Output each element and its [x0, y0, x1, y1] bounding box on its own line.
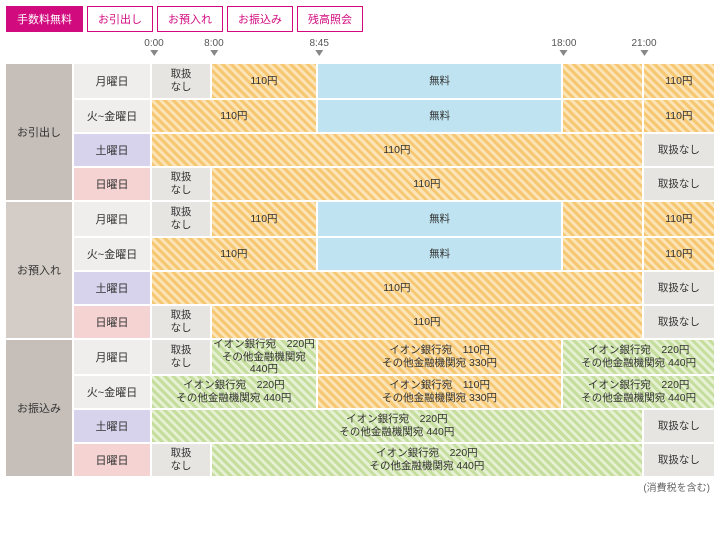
fee-segment: イオン銀行宛 220円 その他金融機関宛 440円 — [152, 410, 644, 442]
day-label: 月曜日 — [74, 202, 152, 236]
schedule-row: 土曜日イオン銀行宛 220円 その他金融機関宛 440円取扱なし — [74, 408, 714, 442]
bars: 取扱 なし110円無料110円 — [152, 202, 714, 236]
tab-4[interactable]: 残高照会 — [297, 6, 363, 32]
section-0: お引出し月曜日取扱 なし110円無料110円火~金曜日110円無料110円土曜日… — [6, 62, 714, 200]
fee-segment: 110円 — [644, 202, 714, 236]
section-2: お振込み月曜日取扱 なしイオン銀行宛 220円 その他金融機関宛 440円イオン… — [6, 338, 714, 476]
fee-segment: 取扱 なし — [152, 64, 212, 98]
fee-segment: 110円 — [644, 238, 714, 270]
fee-segment: イオン銀行宛 110円 その他金融機関宛 330円 — [318, 376, 564, 408]
bars: イオン銀行宛 220円 その他金融機関宛 440円イオン銀行宛 110円 その他… — [152, 376, 714, 408]
day-label: 土曜日 — [74, 272, 152, 304]
fee-segment: 取扱 なし — [152, 340, 212, 374]
fee-segment: イオン銀行宛 220円 その他金融機関宛 440円 — [563, 376, 714, 408]
tab-2[interactable]: お預入れ — [157, 6, 223, 32]
schedule-row: 火~金曜日110円無料110円 — [74, 98, 714, 132]
tab-0[interactable]: 手数料無料 — [6, 6, 83, 32]
bars: 取扱 なし110円取扱なし — [152, 168, 714, 200]
fee-segment: 取扱なし — [644, 410, 714, 442]
section-label: お振込み — [6, 340, 74, 476]
day-label: 日曜日 — [74, 444, 152, 476]
fee-segment: 取扱 なし — [152, 444, 212, 476]
section-label: お預入れ — [6, 202, 74, 338]
fee-segment: 取扱 なし — [152, 306, 212, 338]
fee-segment: 無料 — [318, 238, 564, 270]
fee-segment: 110円 — [644, 100, 714, 132]
fee-segment: イオン銀行宛 220円 その他金融機関宛 440円 — [212, 444, 644, 476]
schedule-row: 月曜日取扱 なし110円無料110円 — [74, 64, 714, 98]
tick-4: 21:00 — [631, 38, 656, 56]
fee-segment: 取扱 なし — [152, 168, 212, 200]
bars: イオン銀行宛 220円 その他金融機関宛 440円取扱なし — [152, 410, 714, 442]
fee-segment: 110円 — [212, 64, 318, 98]
tick-2: 8:45 — [309, 38, 328, 56]
fee-segment: 110円 — [212, 168, 644, 200]
fee-segment: 無料 — [318, 64, 564, 98]
fee-segment: 取扱なし — [644, 168, 714, 200]
fee-segment: 取扱なし — [644, 134, 714, 166]
schedule-row: 火~金曜日イオン銀行宛 220円 その他金融機関宛 440円イオン銀行宛 110… — [74, 374, 714, 408]
tab-3[interactable]: お振込み — [227, 6, 293, 32]
tick-1: 8:00 — [204, 38, 223, 56]
day-label: 日曜日 — [74, 306, 152, 338]
fee-schedule-chart: 0:008:008:4518:0021:00 お引出し月曜日取扱 なし110円無… — [6, 38, 714, 494]
timeline-header: 0:008:008:4518:0021:00 — [154, 38, 714, 62]
tab-bar: 手数料無料お引出しお預入れお振込み残高照会 — [6, 6, 714, 32]
bars: 取扱 なしイオン銀行宛 220円 その他金融機関宛 440円取扱なし — [152, 444, 714, 476]
bars: 取扱 なし110円無料110円 — [152, 64, 714, 98]
day-label: 火~金曜日 — [74, 376, 152, 408]
fee-segment: 取扱なし — [644, 444, 714, 476]
day-label: 月曜日 — [74, 64, 152, 98]
fee-segment: 110円 — [212, 306, 644, 338]
bars: 110円取扱なし — [152, 272, 714, 304]
fee-segment — [563, 202, 643, 236]
schedule-row: 日曜日取扱 なしイオン銀行宛 220円 その他金融機関宛 440円取扱なし — [74, 442, 714, 476]
fee-segment: 110円 — [152, 100, 318, 132]
tick-0: 0:00 — [144, 38, 163, 56]
fee-segment: 取扱 なし — [152, 202, 212, 236]
fee-segment: 取扱なし — [644, 306, 714, 338]
tab-1[interactable]: お引出し — [87, 6, 153, 32]
fee-segment — [563, 238, 643, 270]
day-label: 月曜日 — [74, 340, 152, 374]
fee-segment: 取扱なし — [644, 272, 714, 304]
schedule-row: 土曜日110円取扱なし — [74, 132, 714, 166]
day-label: 火~金曜日 — [74, 100, 152, 132]
schedule-row: 月曜日取扱 なしイオン銀行宛 220円 その他金融機関宛 440円イオン銀行宛 … — [74, 340, 714, 374]
day-label: 日曜日 — [74, 168, 152, 200]
schedule-row: 土曜日110円取扱なし — [74, 270, 714, 304]
bars: 取扱 なしイオン銀行宛 220円 その他金融機関宛 440円イオン銀行宛 110… — [152, 340, 714, 374]
fee-segment: イオン銀行宛 110円 その他金融機関宛 330円 — [318, 340, 564, 374]
schedule-row: 火~金曜日110円無料110円 — [74, 236, 714, 270]
fee-segment: 無料 — [318, 100, 564, 132]
tax-note: (消費税を含む) — [6, 479, 714, 494]
fee-segment — [563, 64, 643, 98]
fee-segment: イオン銀行宛 220円 その他金融機関宛 440円 — [563, 340, 714, 374]
bars: 取扱 なし110円取扱なし — [152, 306, 714, 338]
fee-segment: 110円 — [212, 202, 318, 236]
section-label: お引出し — [6, 64, 74, 200]
bars: 110円無料110円 — [152, 238, 714, 270]
bars: 110円無料110円 — [152, 100, 714, 132]
tick-3: 18:00 — [551, 38, 576, 56]
fee-segment: 110円 — [152, 272, 644, 304]
day-label: 土曜日 — [74, 134, 152, 166]
fee-segment: 無料 — [318, 202, 564, 236]
fee-segment: 110円 — [152, 134, 644, 166]
schedule-row: 日曜日取扱 なし110円取扱なし — [74, 166, 714, 200]
fee-segment: 110円 — [644, 64, 714, 98]
fee-segment: イオン銀行宛 220円 その他金融機関宛 440円 — [152, 376, 318, 408]
fee-segment — [563, 100, 643, 132]
schedule-row: 月曜日取扱 なし110円無料110円 — [74, 202, 714, 236]
schedule-row: 日曜日取扱 なし110円取扱なし — [74, 304, 714, 338]
day-label: 土曜日 — [74, 410, 152, 442]
fee-segment: 110円 — [152, 238, 318, 270]
fee-segment: イオン銀行宛 220円 その他金融機関宛 440円 — [212, 340, 318, 374]
section-1: お預入れ月曜日取扱 なし110円無料110円火~金曜日110円無料110円土曜日… — [6, 200, 714, 338]
bars: 110円取扱なし — [152, 134, 714, 166]
day-label: 火~金曜日 — [74, 238, 152, 270]
